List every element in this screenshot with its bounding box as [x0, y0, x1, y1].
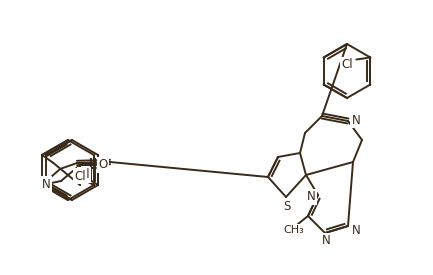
Text: CH₃: CH₃ — [284, 225, 304, 235]
Text: Cl: Cl — [74, 169, 86, 183]
Text: N: N — [352, 224, 360, 236]
Text: N: N — [307, 191, 315, 204]
Text: S: S — [283, 199, 291, 213]
Text: N: N — [322, 235, 330, 248]
Text: Cl: Cl — [78, 169, 90, 182]
Text: Cl: Cl — [342, 58, 353, 71]
Text: O: O — [98, 158, 108, 172]
Text: N: N — [42, 177, 50, 191]
Text: N: N — [352, 114, 360, 126]
